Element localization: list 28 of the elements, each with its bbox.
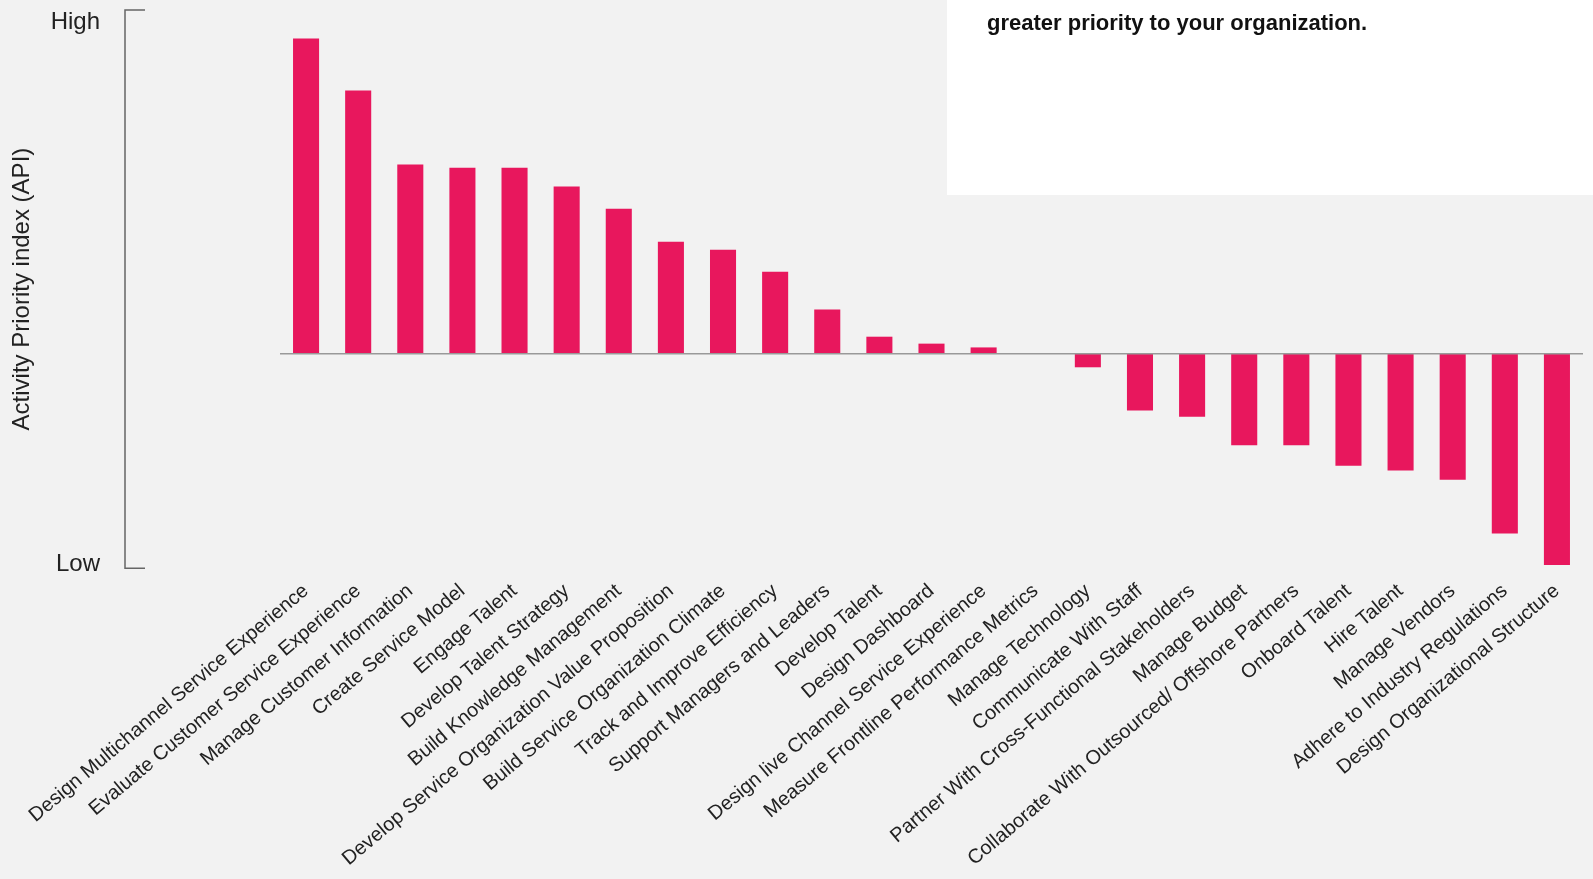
- bar: [970, 347, 997, 354]
- bar: [918, 343, 945, 354]
- bar: [762, 271, 789, 354]
- bar: [1439, 353, 1466, 480]
- bar: [501, 167, 528, 354]
- bar: [1179, 353, 1206, 417]
- bar: [1387, 353, 1414, 471]
- y-axis-title: Activity Priority index (API): [6, 147, 34, 431]
- text: High: [50, 6, 100, 34]
- bar: [1491, 353, 1518, 534]
- bar: [709, 249, 737, 354]
- bar: [1543, 353, 1570, 566]
- text-panel: greater priority to your organization.: [947, 0, 1593, 195]
- bar: [293, 38, 320, 354]
- bar: [1335, 353, 1362, 466]
- bar: [1126, 353, 1154, 411]
- bar: [866, 336, 893, 354]
- bar: [1231, 353, 1258, 446]
- bar: [1283, 353, 1310, 446]
- bar: [1074, 353, 1101, 368]
- bar: [449, 167, 476, 354]
- bar: [553, 186, 580, 354]
- bar: [814, 309, 841, 354]
- bar: [657, 241, 684, 354]
- bar: [605, 208, 632, 354]
- bar: [345, 90, 372, 354]
- text: Low: [55, 548, 101, 576]
- bar: [397, 164, 424, 354]
